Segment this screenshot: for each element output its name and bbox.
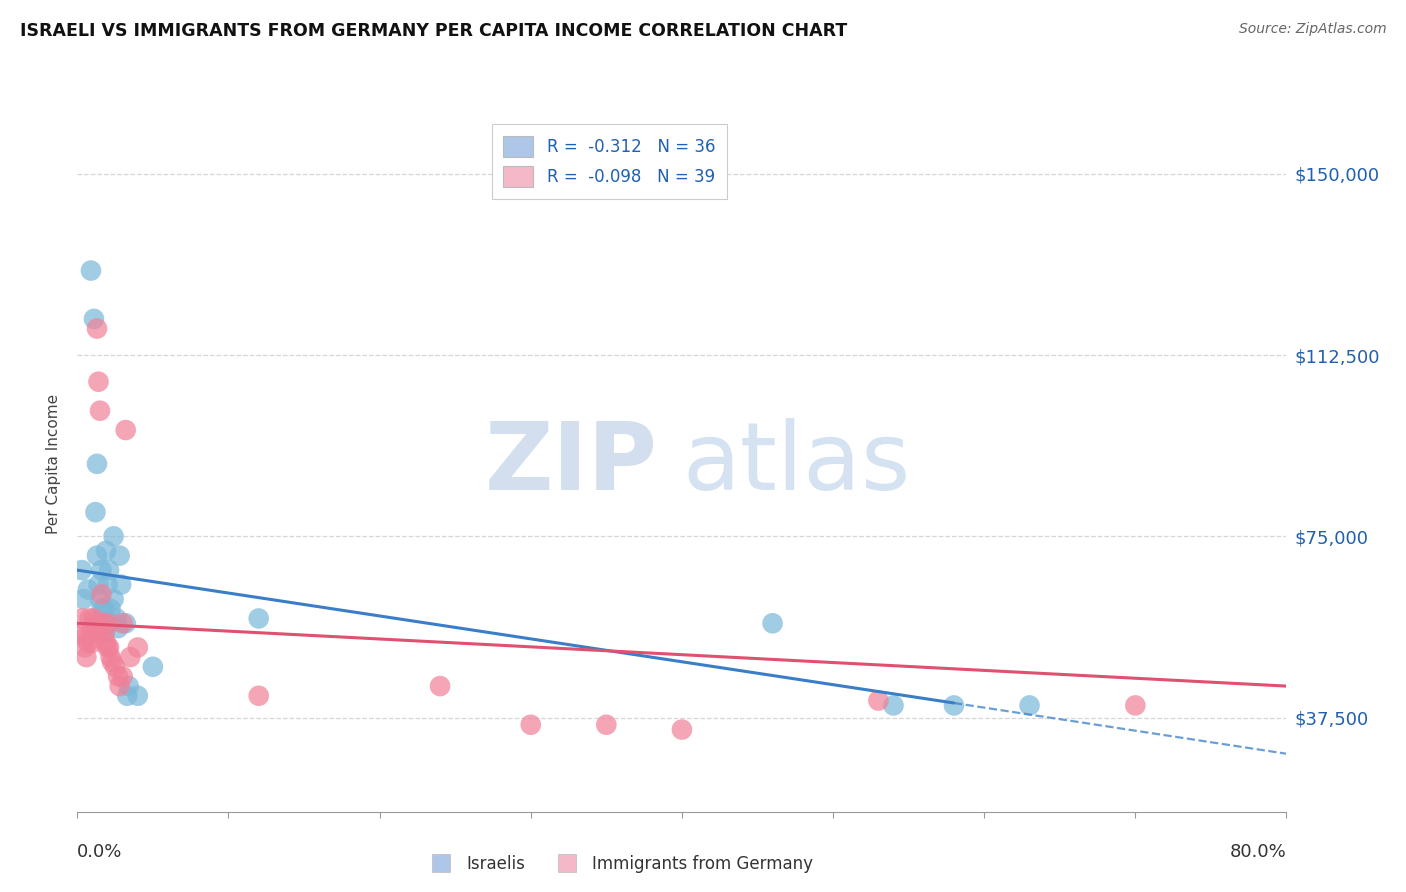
Point	[82, 635, 104, 649]
Point	[247, 689, 270, 703]
Point	[127, 640, 149, 655]
Point	[127, 689, 149, 703]
Point	[93, 626, 115, 640]
Point	[79, 611, 101, 625]
Point	[91, 616, 114, 631]
Point	[762, 616, 785, 631]
Point	[595, 717, 617, 731]
Point	[104, 660, 127, 674]
Point	[70, 611, 93, 625]
Point	[115, 689, 138, 703]
Point	[100, 650, 122, 665]
Point	[96, 640, 118, 655]
Point	[86, 321, 108, 335]
Text: 80.0%: 80.0%	[1230, 843, 1286, 861]
Point	[114, 423, 136, 437]
Point	[77, 635, 100, 649]
Point	[100, 602, 122, 616]
Point	[87, 577, 110, 591]
Point	[1125, 698, 1147, 713]
Point	[89, 403, 111, 417]
Point	[120, 650, 142, 665]
Point	[247, 611, 270, 625]
Point	[98, 640, 121, 655]
Point	[75, 650, 97, 665]
Text: 0.0%: 0.0%	[77, 843, 122, 861]
Point	[520, 717, 543, 731]
Point	[142, 660, 165, 674]
Text: ISRAELI VS IMMIGRANTS FROM GERMANY PER CAPITA INCOME CORRELATION CHART: ISRAELI VS IMMIGRANTS FROM GERMANY PER C…	[20, 22, 846, 40]
Text: atlas: atlas	[682, 417, 910, 510]
Point	[73, 640, 96, 655]
Point	[72, 592, 94, 607]
Point	[94, 635, 117, 649]
Point	[70, 563, 93, 577]
Point	[86, 549, 108, 563]
Point	[114, 616, 136, 631]
Point	[107, 669, 129, 683]
Point	[93, 602, 115, 616]
Point	[93, 626, 115, 640]
Point	[77, 582, 100, 597]
Point	[108, 549, 131, 563]
Point	[90, 563, 112, 577]
Point	[96, 616, 118, 631]
Point	[89, 592, 111, 607]
Point	[943, 698, 966, 713]
Point	[83, 312, 105, 326]
Point	[105, 611, 128, 625]
Text: Source: ZipAtlas.com: Source: ZipAtlas.com	[1239, 22, 1386, 37]
Point	[73, 631, 96, 645]
Point	[87, 375, 110, 389]
Point	[84, 505, 107, 519]
Point	[100, 616, 122, 631]
Point	[90, 587, 112, 601]
Point	[108, 679, 131, 693]
Point	[90, 602, 112, 616]
Point	[72, 626, 94, 640]
Point	[111, 616, 134, 631]
Point	[1018, 698, 1040, 713]
Point	[86, 626, 108, 640]
Point	[80, 263, 103, 277]
Point	[118, 679, 141, 693]
Point	[98, 563, 121, 577]
Point	[429, 679, 451, 693]
Point	[110, 577, 132, 591]
Point	[84, 616, 107, 631]
Y-axis label: Per Capita Income: Per Capita Income	[46, 393, 62, 534]
Point	[103, 529, 125, 543]
Point	[91, 616, 114, 631]
Point	[883, 698, 905, 713]
Point	[86, 457, 108, 471]
Legend: Israelis, Immigrants from Germany: Israelis, Immigrants from Germany	[418, 848, 820, 880]
Point	[868, 693, 890, 707]
Point	[96, 577, 118, 591]
Point	[80, 626, 103, 640]
Point	[111, 669, 134, 683]
Text: ZIP: ZIP	[485, 417, 658, 510]
Point	[83, 611, 105, 625]
Point	[107, 621, 129, 635]
Legend: R =  -0.312   N = 36, R =  -0.098   N = 39: R = -0.312 N = 36, R = -0.098 N = 39	[492, 124, 727, 199]
Point	[671, 723, 693, 737]
Point	[94, 543, 117, 558]
Point	[103, 592, 125, 607]
Point	[101, 655, 124, 669]
